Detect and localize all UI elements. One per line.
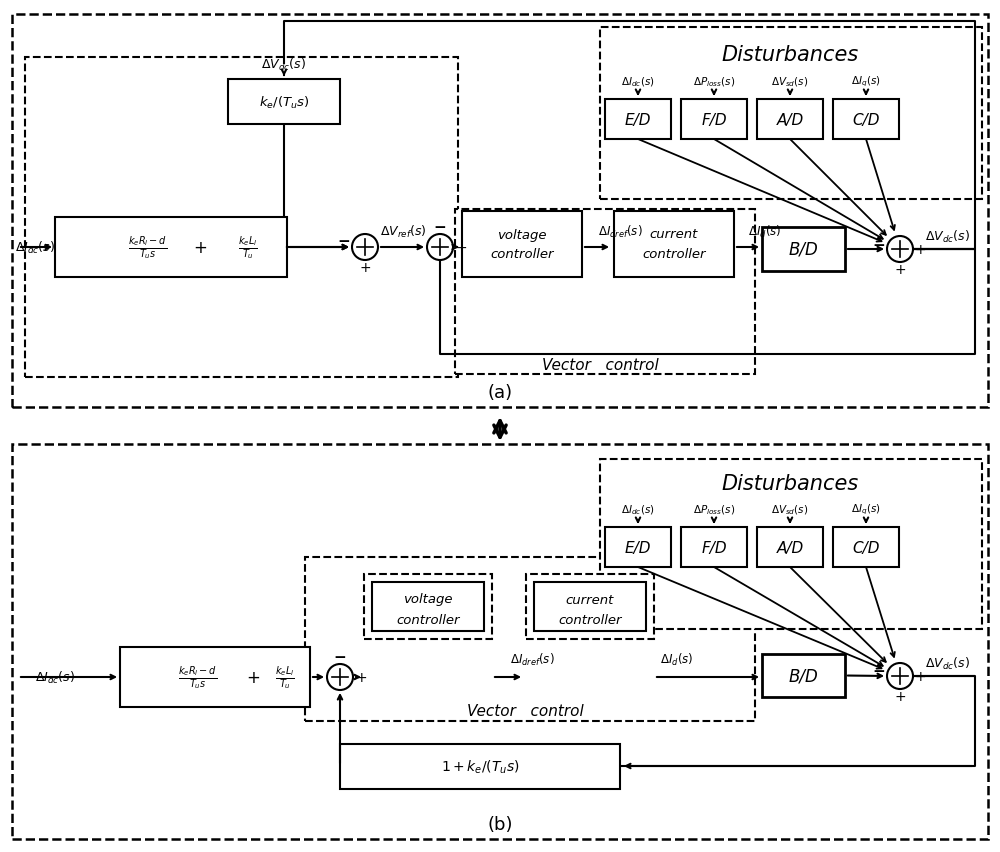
Text: current: current <box>650 228 698 241</box>
Text: $\Delta P_{loss}(s)$: $\Delta P_{loss}(s)$ <box>693 75 735 89</box>
Text: F/D: F/D <box>701 112 727 127</box>
Text: +: + <box>193 239 207 256</box>
Bar <box>455 210 755 375</box>
Text: $\Delta I_q(s)$: $\Delta I_q(s)$ <box>851 75 881 89</box>
Text: −: − <box>873 664 885 679</box>
Text: A/D: A/D <box>776 540 804 555</box>
Circle shape <box>352 234 378 261</box>
Bar <box>340 744 620 789</box>
Bar <box>605 100 671 140</box>
Text: controller: controller <box>642 248 706 262</box>
Bar <box>120 648 310 707</box>
Bar <box>305 557 755 721</box>
Circle shape <box>327 665 353 690</box>
Text: B/D: B/D <box>789 667 818 685</box>
Text: $\Delta I_{dref}(s)$: $\Delta I_{dref}(s)$ <box>510 651 555 667</box>
Bar <box>681 527 747 567</box>
Text: (a): (a) <box>487 383 513 401</box>
Text: $\Delta P_{loss}(s)$: $\Delta P_{loss}(s)$ <box>693 503 735 516</box>
Bar <box>833 100 899 140</box>
Text: −: − <box>873 237 885 252</box>
Text: $\Delta V_{dc}(s)$: $\Delta V_{dc}(s)$ <box>925 655 970 671</box>
Bar <box>757 100 823 140</box>
Bar <box>600 459 982 630</box>
Text: $\Delta I_{dref}(s)$: $\Delta I_{dref}(s)$ <box>598 224 643 239</box>
Text: voltage: voltage <box>403 593 453 606</box>
Text: $\frac{k_e L_l}{T_u}$: $\frac{k_e L_l}{T_u}$ <box>238 234 258 262</box>
Text: −: − <box>334 648 346 664</box>
Text: controller: controller <box>558 613 622 625</box>
Text: $\frac{k_e L_l}{T_u}$: $\frac{k_e L_l}{T_u}$ <box>275 664 295 691</box>
Text: C/D: C/D <box>852 540 880 555</box>
Circle shape <box>887 663 913 689</box>
Text: $\Delta V_{sd}(s)$: $\Delta V_{sd}(s)$ <box>771 75 809 89</box>
Text: +: + <box>894 262 906 277</box>
Bar <box>526 574 654 639</box>
Bar <box>372 582 484 631</box>
Text: (b): (b) <box>487 815 513 833</box>
Text: $\frac{k_e R_l - d}{T_u s}$: $\frac{k_e R_l - d}{T_u s}$ <box>128 234 168 262</box>
Text: $1+k_e/(T_u s)$: $1+k_e/(T_u s)$ <box>441 758 519 775</box>
Text: $\Delta V_{dc}(s)$: $\Delta V_{dc}(s)$ <box>261 57 307 73</box>
Bar <box>762 227 845 272</box>
Bar <box>762 654 845 697</box>
Text: Vector   control: Vector control <box>542 357 658 372</box>
Text: $\Delta I_{dc}(s)$: $\Delta I_{dc}(s)$ <box>621 75 655 89</box>
Bar <box>614 212 734 278</box>
Text: E/D: E/D <box>625 112 651 127</box>
Text: −: − <box>434 219 446 234</box>
Text: controller: controller <box>490 248 554 262</box>
Text: $\Delta V_{sd}(s)$: $\Delta V_{sd}(s)$ <box>771 503 809 516</box>
Bar <box>12 15 988 407</box>
Text: Disturbances: Disturbances <box>721 474 859 493</box>
Text: +: + <box>246 668 260 686</box>
Text: +: + <box>894 689 906 703</box>
Text: $\Delta I_d(s)$: $\Delta I_d(s)$ <box>748 224 781 239</box>
Text: $\Delta I_{dc}(s)$: $\Delta I_{dc}(s)$ <box>15 239 55 256</box>
Bar <box>833 527 899 567</box>
Text: −: − <box>338 234 350 249</box>
Bar <box>534 582 646 631</box>
Bar <box>681 100 747 140</box>
Text: $\Delta V_{dc}(s)$: $\Delta V_{dc}(s)$ <box>925 228 970 245</box>
Text: controller: controller <box>396 613 460 625</box>
Text: Disturbances: Disturbances <box>721 45 859 65</box>
Bar <box>600 28 982 199</box>
Text: +: + <box>359 261 371 274</box>
Bar <box>55 218 287 278</box>
Text: +: + <box>455 241 467 255</box>
Text: $k_e/(T_u s)$: $k_e/(T_u s)$ <box>259 95 309 111</box>
Text: +: + <box>355 671 367 684</box>
Bar <box>462 212 582 278</box>
Text: $\Delta I_{dc}(s)$: $\Delta I_{dc}(s)$ <box>621 503 655 516</box>
Circle shape <box>427 234 453 261</box>
Bar <box>228 80 340 125</box>
Text: C/D: C/D <box>852 112 880 127</box>
Circle shape <box>887 237 913 262</box>
Text: B/D: B/D <box>789 241 818 259</box>
Text: $\Delta I_{dc}(s)$: $\Delta I_{dc}(s)$ <box>35 669 75 685</box>
Text: current: current <box>566 593 614 606</box>
Text: $\Delta I_q(s)$: $\Delta I_q(s)$ <box>851 502 881 516</box>
Text: F/D: F/D <box>701 540 727 555</box>
Text: A/D: A/D <box>776 112 804 127</box>
Text: E/D: E/D <box>625 540 651 555</box>
Bar <box>605 527 671 567</box>
Text: $\frac{k_e R_l - d}{T_u s}$: $\frac{k_e R_l - d}{T_u s}$ <box>178 664 218 691</box>
Text: $\Delta I_d(s)$: $\Delta I_d(s)$ <box>660 651 693 667</box>
Text: Vector   control: Vector control <box>467 704 583 718</box>
Bar <box>757 527 823 567</box>
Text: +: + <box>914 669 926 683</box>
Bar <box>12 445 988 839</box>
Bar <box>364 574 492 639</box>
Bar <box>25 58 458 377</box>
Text: +: + <box>914 243 926 256</box>
Text: voltage: voltage <box>497 228 547 241</box>
Text: $\Delta V_{ref}(s)$: $\Delta V_{ref}(s)$ <box>380 224 426 239</box>
